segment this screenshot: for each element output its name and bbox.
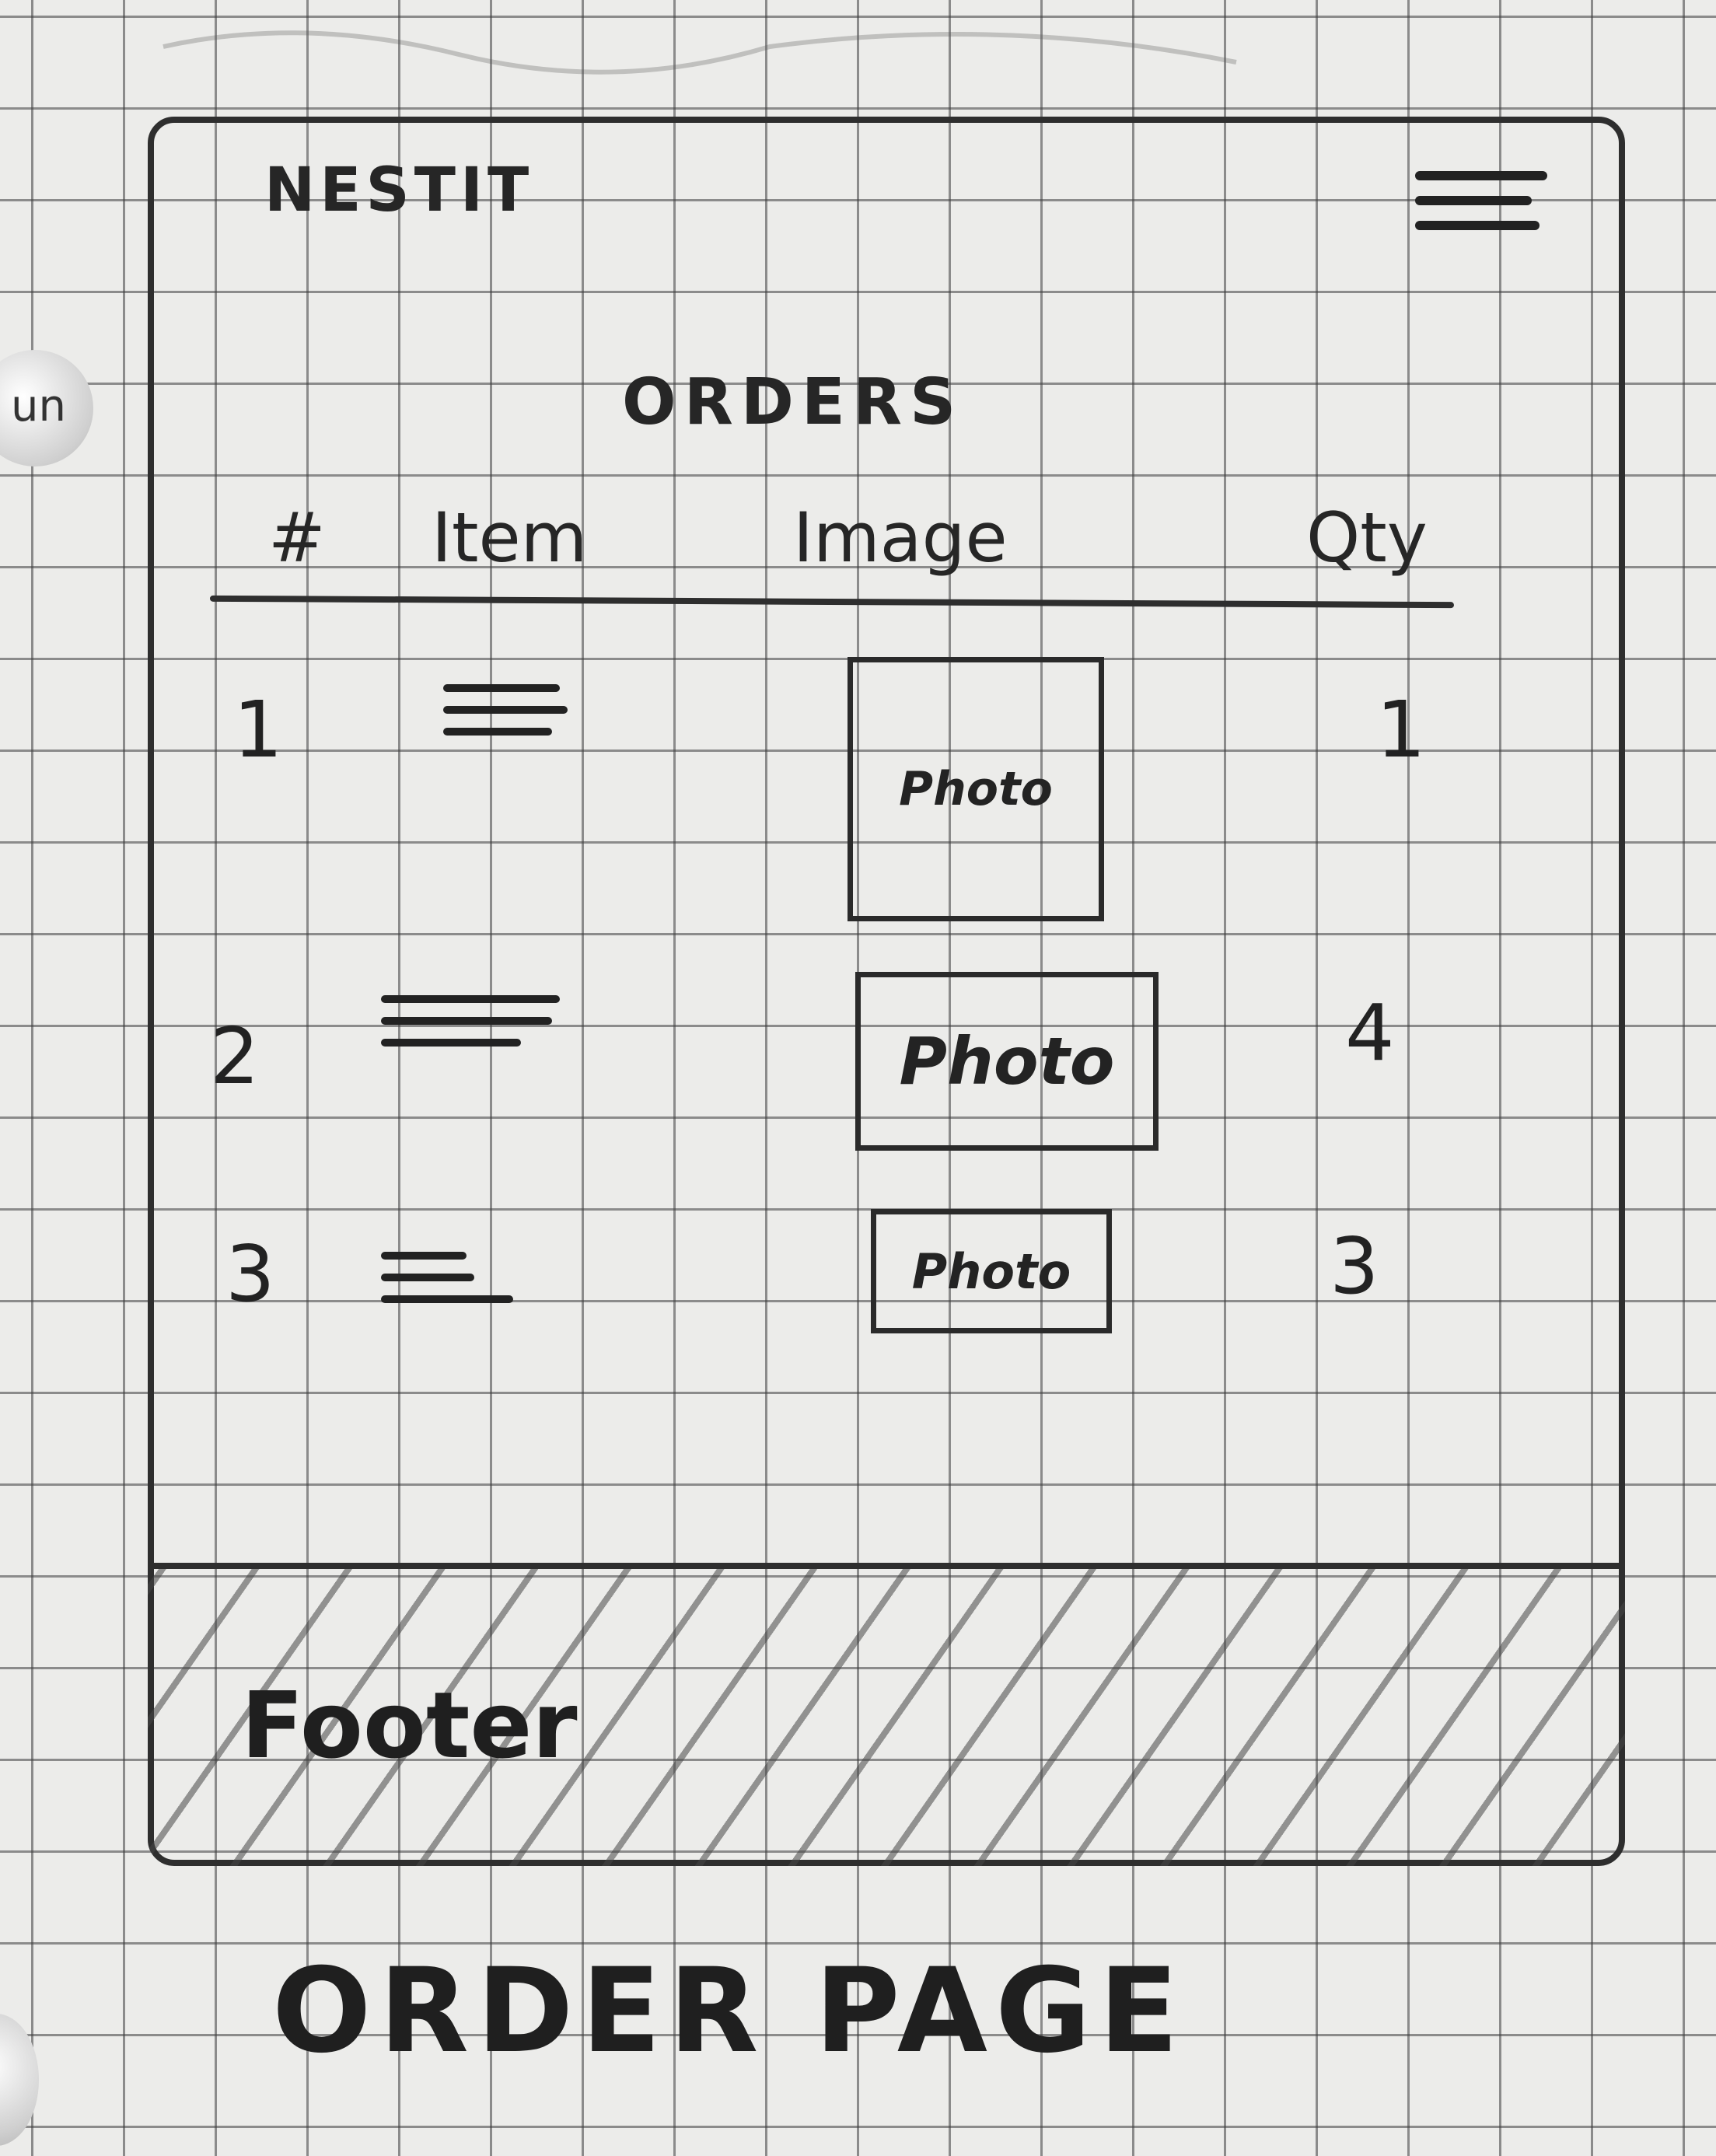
sketch-caption: ORDER PAGE — [272, 1944, 1187, 2079]
row-3-photo-label: Photo — [911, 1242, 1071, 1300]
column-header-qty: Qty — [1306, 498, 1428, 578]
hamburger-menu-icon[interactable] — [1415, 171, 1547, 249]
row-2-number: 2 — [210, 1011, 260, 1102]
column-header-number: # — [268, 498, 326, 578]
text-line — [443, 706, 568, 714]
row-3-photo[interactable]: Photo — [871, 1209, 1112, 1333]
row-1-number: 1 — [233, 684, 283, 775]
text-line — [381, 1017, 552, 1025]
row-3-item-text-lines-icon[interactable] — [381, 1252, 513, 1317]
footer-hatched-area — [148, 1563, 1625, 1866]
brand-logo[interactable]: NESTIT — [264, 155, 534, 225]
column-header-item: Item — [432, 498, 588, 578]
row-2-photo-label: Photo — [899, 1023, 1115, 1099]
text-line — [443, 728, 552, 736]
punch-hole-bottom — [0, 2014, 39, 2146]
row-2-photo[interactable]: Photo — [855, 972, 1159, 1151]
hole-label: un — [11, 381, 66, 432]
punch-hole-top — [0, 350, 93, 466]
row-1-photo[interactable]: Photo — [848, 657, 1104, 921]
menu-line — [1415, 221, 1540, 230]
row-2-qty: 4 — [1345, 987, 1395, 1078]
erased-pencil-marks — [148, 0, 1625, 93]
menu-line — [1415, 171, 1547, 180]
footer-label: Footer — [241, 1672, 578, 1779]
menu-line — [1415, 196, 1532, 205]
page-title: ORDERS — [622, 365, 964, 439]
row-1-item-text-lines-icon[interactable] — [443, 684, 568, 750]
column-header-image: Image — [793, 498, 1008, 578]
text-line — [381, 1252, 467, 1260]
text-line — [381, 1039, 521, 1047]
text-line — [443, 684, 560, 692]
erased-scribble — [163, 30, 1237, 75]
text-line — [381, 1295, 513, 1303]
text-line — [381, 995, 560, 1003]
row-1-photo-label: Photo — [899, 762, 1053, 816]
text-line — [381, 1274, 474, 1281]
row-2-item-text-lines-icon[interactable] — [381, 995, 560, 1061]
row-1-qty: 1 — [1376, 684, 1426, 775]
row-3-qty: 3 — [1330, 1221, 1379, 1312]
row-3-number: 3 — [225, 1228, 275, 1319]
